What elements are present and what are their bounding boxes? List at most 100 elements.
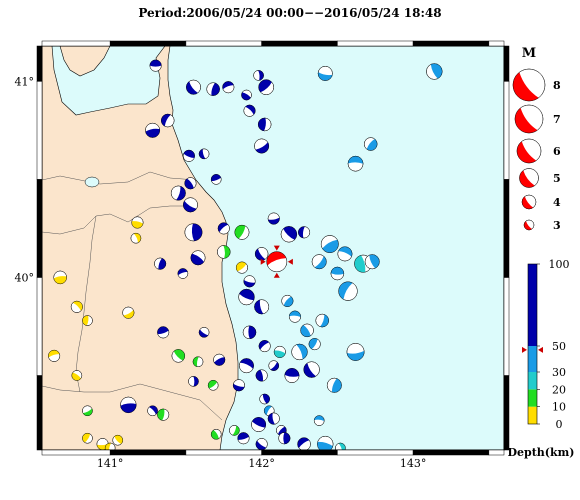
event-50 bbox=[281, 294, 294, 307]
event-2 bbox=[206, 82, 220, 96]
event-59 bbox=[291, 343, 308, 361]
event-7 bbox=[317, 66, 333, 81]
depth-tick-label: 100 bbox=[549, 258, 570, 271]
lake bbox=[84, 176, 100, 188]
frame-bar-top bbox=[261, 40, 338, 47]
depth-tick-label: 0 bbox=[556, 418, 563, 431]
event-29 bbox=[298, 226, 311, 239]
magnitude-legend-ball-3 bbox=[523, 219, 535, 231]
event-69 bbox=[303, 361, 320, 378]
magnitude-legend-label: 3 bbox=[553, 219, 561, 232]
frame-bar-left bbox=[36, 179, 43, 278]
lon-tick-label: 143° bbox=[400, 457, 427, 470]
event-18 bbox=[184, 177, 197, 190]
event-6 bbox=[258, 79, 274, 95]
event-28 bbox=[280, 226, 298, 243]
event-41 bbox=[243, 275, 256, 288]
event-97 bbox=[104, 442, 116, 450]
depth-scale-segment bbox=[528, 406, 537, 424]
land-area bbox=[42, 46, 239, 450]
event-30 bbox=[320, 235, 339, 253]
magnitude-legend-label: 5 bbox=[553, 172, 561, 185]
event-45 bbox=[70, 300, 83, 313]
event-3 bbox=[222, 81, 235, 94]
event-79 bbox=[147, 405, 158, 417]
event-4 bbox=[241, 89, 252, 101]
frame-bar-bottom bbox=[41, 449, 111, 456]
lon-tick-label: 141° bbox=[97, 457, 124, 470]
selected-marker-left bbox=[260, 258, 266, 265]
event-82 bbox=[251, 417, 267, 432]
event-8 bbox=[426, 63, 443, 80]
depth-scale-segment bbox=[528, 389, 537, 407]
event-87 bbox=[229, 425, 240, 436]
depth-tick-label: 20 bbox=[552, 383, 566, 396]
event-83 bbox=[267, 412, 280, 425]
event-38 bbox=[190, 250, 206, 266]
event-96 bbox=[112, 434, 123, 446]
event-75 bbox=[232, 379, 245, 392]
event-9 bbox=[161, 113, 175, 128]
event-52 bbox=[300, 323, 314, 338]
depth-marker-right bbox=[538, 346, 543, 353]
magnitude-legend-label: 8 bbox=[553, 79, 561, 92]
frame-bar-right bbox=[503, 45, 510, 82]
event-80 bbox=[157, 408, 170, 421]
event-5 bbox=[253, 70, 264, 81]
event-44 bbox=[53, 270, 67, 285]
event-89 bbox=[255, 438, 268, 450]
frame-bar-top bbox=[109, 40, 187, 47]
event-27 bbox=[267, 212, 280, 225]
event-60 bbox=[308, 338, 321, 351]
event-15 bbox=[198, 148, 210, 160]
event-67 bbox=[268, 360, 279, 371]
magnitude-legend-label: 4 bbox=[553, 196, 561, 209]
magnitude-legend-ball-6 bbox=[516, 138, 542, 164]
frame-bar-left bbox=[36, 81, 43, 180]
event-65 bbox=[239, 358, 254, 374]
event-63 bbox=[192, 356, 204, 367]
frame-bar-top bbox=[41, 40, 111, 47]
event-39 bbox=[217, 245, 231, 259]
frame-bar-top bbox=[412, 40, 490, 47]
frame-bar-right bbox=[503, 179, 510, 278]
event-34 bbox=[330, 266, 345, 281]
event-57 bbox=[258, 340, 271, 353]
frame-bar-right bbox=[503, 375, 510, 451]
depth-marker-left bbox=[522, 346, 527, 353]
event-11 bbox=[243, 104, 256, 117]
magnitude-legend-ball-4 bbox=[521, 194, 537, 210]
magnitude-legend-label: 6 bbox=[553, 145, 561, 158]
frame-bar-left bbox=[36, 45, 43, 82]
event-85 bbox=[313, 415, 325, 426]
event-23 bbox=[217, 222, 230, 235]
depth-scale-segment bbox=[528, 264, 537, 346]
magnitude-legend-ball-5 bbox=[519, 168, 539, 188]
depth-tick-label: 10 bbox=[552, 401, 566, 414]
selected-event bbox=[266, 251, 288, 273]
event-68 bbox=[284, 368, 300, 383]
event-37 bbox=[177, 268, 189, 279]
event-20 bbox=[210, 174, 222, 185]
event-53 bbox=[315, 313, 329, 328]
magnitude-legend-label: 7 bbox=[553, 113, 561, 126]
event-36 bbox=[154, 257, 167, 270]
event-12 bbox=[257, 117, 272, 132]
event-62 bbox=[171, 349, 186, 363]
event-70 bbox=[326, 377, 342, 393]
event-46 bbox=[82, 315, 93, 326]
depth-tick-label: 50 bbox=[552, 340, 566, 353]
event-56 bbox=[242, 325, 257, 340]
event-17 bbox=[347, 155, 364, 172]
event-88 bbox=[237, 432, 250, 445]
event-13 bbox=[254, 138, 270, 154]
event-92 bbox=[317, 435, 334, 450]
frame-bar-bottom bbox=[185, 449, 262, 456]
event-78 bbox=[120, 396, 137, 414]
event-66 bbox=[255, 369, 268, 382]
event-10 bbox=[145, 122, 160, 138]
frame-bar-right bbox=[503, 277, 510, 376]
event-86 bbox=[210, 429, 222, 440]
event-22 bbox=[184, 223, 203, 242]
event-43 bbox=[338, 281, 358, 301]
